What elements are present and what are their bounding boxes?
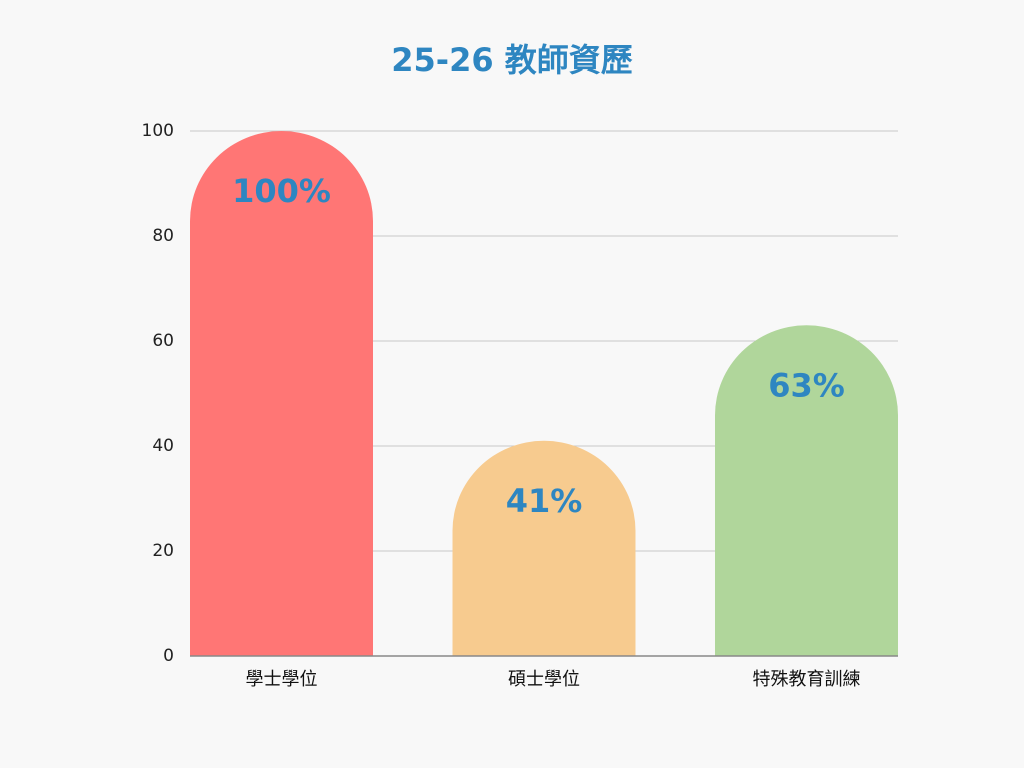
value-label: 41% [506,482,583,520]
y-tick-label: 20 [152,541,174,561]
x-tick-label: 碩士學位 [508,669,580,690]
value-label: 100% [232,172,331,210]
y-tick-label: 40 [152,436,174,456]
x-tick-label: 學士學位 [246,669,318,690]
bar [452,440,636,656]
y-tick-label: 60 [152,331,174,351]
value-label: 63% [768,366,845,404]
bar [715,325,898,656]
chart-title: 25-26 教師資歷 [391,41,633,79]
y-tick-label: 80 [152,226,174,246]
x-tick-label: 特殊教育訓練 [753,669,861,690]
bar [190,131,373,657]
y-tick-label: 0 [163,646,174,666]
y-tick-label: 100 [142,121,174,141]
